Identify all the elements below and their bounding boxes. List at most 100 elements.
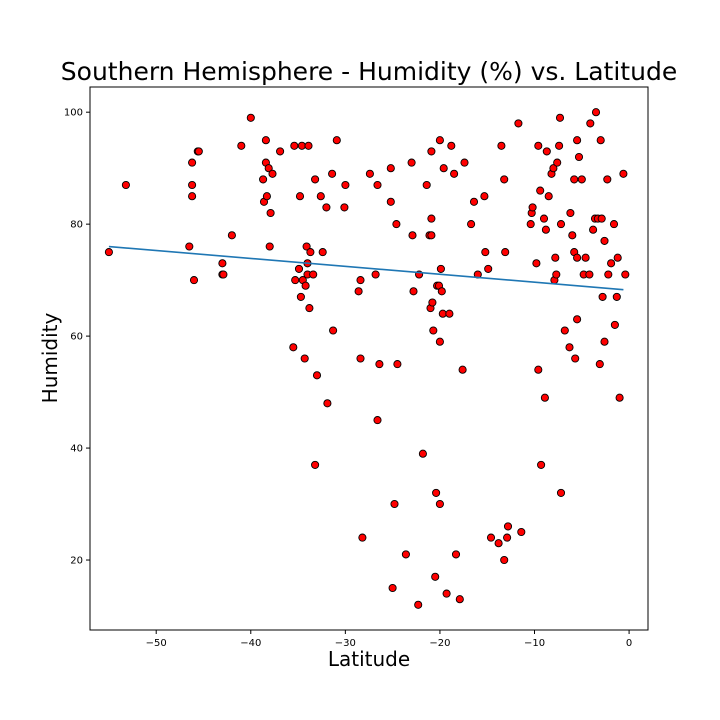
data-point bbox=[621, 270, 630, 279]
x-tick-label: −40 bbox=[240, 638, 261, 649]
data-point bbox=[551, 253, 560, 262]
data-point bbox=[408, 231, 417, 240]
data-point bbox=[555, 113, 565, 122]
y-tick-label: 60 bbox=[70, 332, 83, 343]
data-point bbox=[358, 533, 367, 542]
data-point bbox=[289, 343, 298, 352]
data-point bbox=[311, 175, 320, 184]
y-axis-label: Humidity bbox=[38, 312, 62, 403]
data-point bbox=[541, 225, 550, 234]
data-point bbox=[259, 175, 268, 184]
data-point bbox=[194, 147, 203, 156]
data-point bbox=[439, 164, 448, 173]
data-point bbox=[589, 225, 598, 234]
data-point bbox=[597, 214, 606, 223]
data-point bbox=[431, 572, 440, 581]
data-point bbox=[294, 264, 304, 273]
data-point bbox=[428, 298, 437, 307]
data-point bbox=[566, 208, 575, 218]
data-point bbox=[603, 175, 612, 184]
regression-line-group bbox=[108, 245, 624, 291]
data-point bbox=[613, 253, 622, 262]
data-point bbox=[407, 158, 416, 167]
data-point bbox=[528, 203, 537, 212]
data-point bbox=[264, 164, 273, 173]
data-point bbox=[318, 248, 327, 257]
data-point bbox=[565, 343, 574, 352]
x-tick-label: −50 bbox=[146, 638, 167, 649]
data-point bbox=[219, 270, 228, 279]
data-point bbox=[514, 119, 523, 128]
data-point bbox=[354, 287, 363, 296]
data-point bbox=[305, 304, 314, 313]
data-point bbox=[296, 292, 305, 301]
data-point bbox=[615, 393, 624, 402]
data-point bbox=[356, 354, 365, 363]
data-point bbox=[409, 287, 418, 296]
data-point bbox=[585, 270, 594, 279]
data-point bbox=[386, 197, 395, 206]
data-point bbox=[356, 276, 365, 285]
data-point bbox=[451, 550, 461, 559]
data-point bbox=[600, 337, 609, 346]
data-point bbox=[534, 141, 543, 150]
data-point bbox=[604, 270, 613, 279]
data-point bbox=[570, 175, 579, 184]
data-point bbox=[393, 360, 402, 369]
data-point bbox=[503, 522, 513, 531]
chart-title: Southern Hemisphere - Humidity (%) vs. L… bbox=[61, 57, 677, 86]
data-point bbox=[500, 555, 509, 565]
data-point bbox=[537, 460, 546, 469]
data-point bbox=[556, 220, 566, 229]
data-point bbox=[467, 220, 476, 229]
data-point bbox=[612, 292, 621, 301]
data-point bbox=[290, 141, 299, 150]
data-point bbox=[392, 220, 401, 229]
data-point bbox=[401, 550, 410, 559]
data-point bbox=[262, 192, 271, 201]
data-point bbox=[581, 253, 590, 262]
data-point bbox=[427, 214, 436, 223]
data-point bbox=[329, 326, 338, 335]
regression-line bbox=[108, 245, 624, 291]
data-point bbox=[427, 147, 436, 156]
data-point bbox=[609, 220, 619, 229]
data-point bbox=[500, 175, 509, 184]
data-point bbox=[306, 248, 315, 257]
data-point bbox=[469, 197, 479, 206]
data-point bbox=[328, 169, 337, 178]
data-point bbox=[586, 119, 595, 128]
data-point bbox=[460, 158, 469, 167]
data-point bbox=[418, 449, 427, 458]
data-point bbox=[560, 326, 569, 335]
data-point bbox=[532, 259, 541, 268]
data-point bbox=[458, 365, 467, 374]
data-point bbox=[261, 136, 270, 145]
data-point bbox=[568, 231, 577, 240]
data-point bbox=[437, 287, 446, 296]
data-point bbox=[595, 360, 604, 369]
data-point bbox=[340, 203, 349, 212]
data-point bbox=[517, 527, 526, 537]
data-point bbox=[227, 231, 236, 240]
data-point bbox=[185, 242, 194, 251]
data-point bbox=[442, 589, 451, 598]
x-tick-label: −30 bbox=[335, 638, 356, 649]
data-point bbox=[218, 259, 227, 268]
y-axis: 20 40 60 80 100 bbox=[64, 108, 90, 567]
data-point bbox=[295, 192, 305, 201]
data-point bbox=[436, 264, 445, 273]
data-points bbox=[104, 108, 630, 609]
data-point bbox=[265, 242, 274, 251]
data-point bbox=[322, 203, 331, 212]
data-point bbox=[312, 371, 322, 380]
data-point bbox=[375, 360, 384, 369]
data-point bbox=[435, 136, 444, 145]
data-point bbox=[304, 141, 313, 150]
data-point bbox=[445, 309, 454, 318]
data-point bbox=[455, 595, 464, 604]
data-point bbox=[266, 208, 275, 218]
data-point bbox=[497, 141, 506, 150]
data-point bbox=[435, 337, 444, 346]
